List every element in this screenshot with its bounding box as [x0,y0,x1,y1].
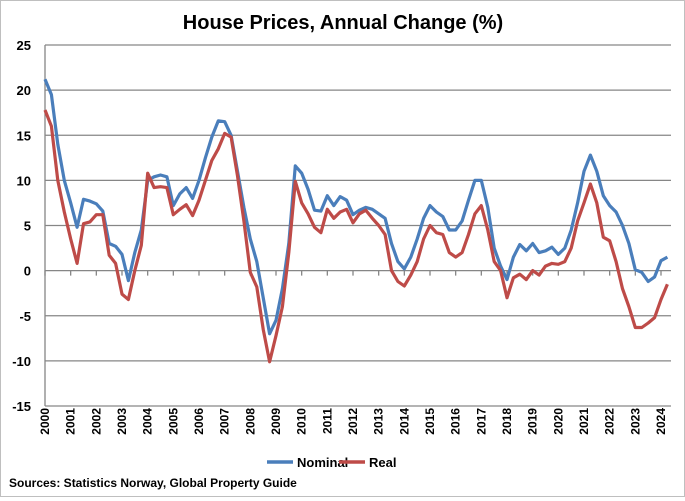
x-tick-label: 2020 [551,408,565,435]
x-tick-label: 2014 [397,408,411,435]
x-tick-label: 2009 [269,408,283,435]
x-tick-label: 2023 [628,408,642,435]
x-tick-label: 2007 [218,408,232,435]
y-tick-label: 5 [24,219,31,234]
x-tick-label: 2002 [89,408,103,435]
x-tick-label: 2019 [526,408,540,435]
series-line-nominal [43,78,669,336]
x-tick-label: 2003 [115,408,129,435]
x-tick-label: 2010 [295,408,309,435]
y-tick-label: -10 [12,354,31,369]
x-tick-label: 2006 [192,408,206,435]
x-tick-label: 2021 [577,408,591,435]
x-tick-label: 2005 [166,408,180,435]
x-tick-label: 2000 [38,408,52,435]
y-tick-label: 0 [24,264,31,279]
x-tick-label: 2018 [500,408,514,435]
x-tick-label: 2012 [346,408,360,435]
legend-label-nominal: Nominal [297,455,348,470]
x-tick-label: 2008 [243,408,257,435]
x-tick-label: 2017 [474,408,488,435]
x-tick-label: 2013 [372,408,386,435]
x-tick-label: 2024 [654,408,668,435]
y-tick-label: -15 [12,399,31,414]
y-tick-label: 25 [17,38,31,53]
source-note: Sources: Statistics Norway, Global Prope… [9,476,297,490]
x-tick-label: 2011 [320,408,334,434]
x-tick-label: 2001 [64,408,78,435]
y-tick-label: -5 [19,309,31,324]
legend-label-real: Real [369,455,396,470]
y-tick-label: 20 [17,83,31,98]
x-tick-label: 2016 [449,408,463,435]
y-tick-label: 15 [17,128,31,143]
x-tick-label: 2022 [603,408,617,435]
chart-title: House Prices, Annual Change (%) [183,12,503,34]
y-tick-label: 10 [17,173,31,188]
x-tick-label: 2015 [423,408,437,435]
x-tick-label: 2004 [141,408,155,435]
series-line-real [43,109,669,364]
